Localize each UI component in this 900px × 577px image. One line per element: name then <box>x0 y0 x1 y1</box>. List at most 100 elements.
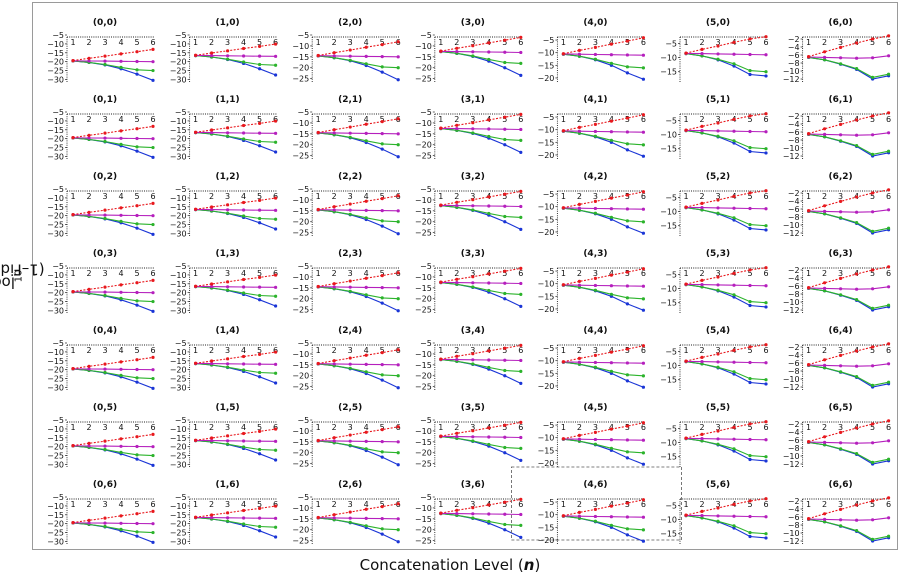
data-point-red <box>855 195 859 199</box>
x-tick-label: 3 <box>102 269 107 278</box>
data-point-green <box>380 65 384 69</box>
data-point-magenta <box>364 54 368 58</box>
data-point-green <box>700 54 704 58</box>
y-tick-label: −15 <box>415 438 432 447</box>
y-tick-label: −20 <box>538 228 555 237</box>
data-point-red <box>593 276 598 280</box>
panel-title: (3,3) <box>461 249 485 259</box>
data-point-green <box>871 383 875 387</box>
data-point-magenta <box>764 207 768 211</box>
data-point-red <box>732 194 736 198</box>
x-tick-label: 2 <box>209 115 214 124</box>
data-point-magenta <box>332 54 336 58</box>
data-point-green <box>716 288 720 292</box>
data-point-green <box>226 442 230 446</box>
x-tick-label: 6 <box>763 115 768 124</box>
series-line-blue <box>440 205 522 230</box>
data-point-red <box>732 425 736 429</box>
data-point-magenta <box>471 435 475 439</box>
y-tick-label: −10 <box>415 504 432 513</box>
data-point-green <box>823 443 827 447</box>
data-point-red <box>503 500 507 504</box>
data-point-red <box>764 266 768 270</box>
data-point-red <box>561 283 566 287</box>
data-point-green <box>135 453 139 457</box>
series-line-green <box>72 214 154 226</box>
data-point-blue <box>641 231 646 235</box>
x-tick-label: 6 <box>518 192 523 201</box>
x-tick-label: 2 <box>822 38 827 47</box>
data-point-red <box>609 350 614 354</box>
data-point-red <box>332 205 336 209</box>
data-point-green <box>593 442 598 446</box>
series-line-blue <box>318 55 399 81</box>
x-tick-label: 5 <box>380 269 385 278</box>
data-point-blue <box>641 462 646 466</box>
data-point-green <box>135 68 139 72</box>
series-line-magenta <box>318 55 399 58</box>
data-point-blue <box>641 539 646 543</box>
series-line-green <box>318 517 399 531</box>
y-tick-label: −25 <box>47 67 64 76</box>
data-point-red <box>316 207 320 212</box>
data-point-red <box>593 45 598 49</box>
series-line-green <box>563 515 644 531</box>
data-point-magenta <box>119 367 123 371</box>
series-line-red <box>318 272 399 288</box>
data-point-green <box>103 370 107 375</box>
data-point-red <box>210 51 214 55</box>
series-line-red <box>563 191 644 209</box>
series-line-red <box>195 428 276 441</box>
data-point-green <box>471 439 475 443</box>
x-tick-label: 4 <box>241 423 246 432</box>
x-tick-label: 4 <box>118 500 123 509</box>
y-tick-label: −4 <box>788 43 800 52</box>
x-tick-label: 6 <box>518 346 523 355</box>
data-point-magenta <box>119 59 123 63</box>
x-tick-label: 2 <box>332 192 337 201</box>
x-tick-label: 1 <box>438 192 443 201</box>
data-point-green <box>226 57 230 61</box>
x-tick-label: 5 <box>502 38 507 47</box>
x-tick-label: 5 <box>502 500 507 509</box>
data-point-red <box>487 349 491 353</box>
data-point-magenta <box>839 210 843 214</box>
x-tick-label: 3 <box>102 423 107 432</box>
data-point-green <box>871 306 875 310</box>
x-tick-label: 5 <box>257 423 262 432</box>
data-point-red <box>119 129 123 133</box>
series-line-blue <box>808 518 889 542</box>
data-point-green <box>700 131 704 135</box>
x-tick-label: 2 <box>822 346 827 355</box>
data-point-red <box>274 273 278 277</box>
data-point-magenta <box>732 514 736 518</box>
data-point-magenta <box>748 283 752 288</box>
data-point-green <box>609 61 614 65</box>
data-point-green <box>519 292 523 296</box>
x-tick-label: 1 <box>316 192 321 201</box>
y-tick-label: −15 <box>415 207 432 216</box>
data-point-green <box>855 144 859 148</box>
data-point-magenta <box>887 208 891 212</box>
panel-title: (3,0) <box>461 18 485 28</box>
data-point-magenta <box>87 521 91 525</box>
data-point-magenta <box>641 53 646 57</box>
panel-title: (1,6) <box>216 480 240 490</box>
data-point-green <box>764 378 768 382</box>
data-point-magenta <box>700 206 704 210</box>
data-point-green <box>364 293 368 297</box>
data-point-blue <box>764 228 768 232</box>
y-tick-label: −10 <box>170 348 187 357</box>
y-tick-label: −20 <box>292 449 309 458</box>
panel-title: (2,0) <box>338 18 362 28</box>
series-line-red <box>563 114 644 132</box>
data-point-red <box>258 506 262 510</box>
data-point-green <box>593 365 598 369</box>
data-point-magenta <box>274 285 278 289</box>
data-point-red <box>135 512 139 516</box>
data-point-red <box>700 201 704 205</box>
data-point-red <box>135 204 139 208</box>
data-point-green <box>839 139 843 143</box>
